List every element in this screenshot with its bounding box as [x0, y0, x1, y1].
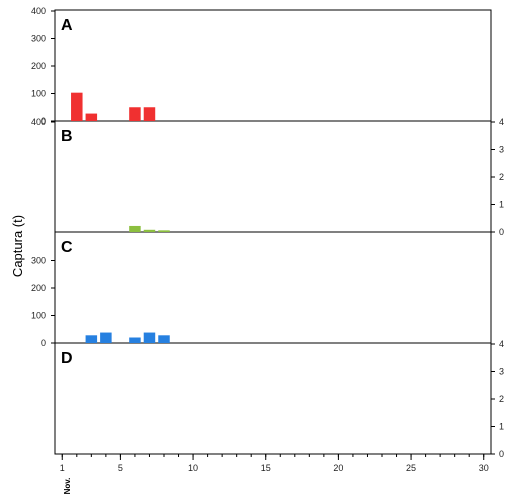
- panel-d-right-tick-label: 1: [499, 422, 504, 432]
- panel-a-left-tick-label: 400: [31, 6, 46, 16]
- panel-d-right-tick-label: 0: [499, 449, 504, 459]
- panel-d-letter: D: [61, 350, 73, 367]
- x-tick-label: 20: [333, 463, 343, 473]
- panel-b-bar: [129, 225, 141, 232]
- panel-d-right-tick-label: 3: [499, 367, 504, 377]
- panel-b-right-tick-label: 3: [499, 145, 504, 155]
- panel-b-left-tick-label: 400: [31, 117, 46, 127]
- panel-a-bar: [85, 113, 98, 121]
- panel-a-left-tick-label: 300: [31, 34, 46, 44]
- x-tick-label: 30: [479, 463, 489, 473]
- x-axis-note: Nov.: [63, 478, 72, 495]
- panel-c-letter: C: [61, 239, 73, 256]
- panel-c-bar: [158, 335, 170, 343]
- panel-b-bar: [143, 229, 156, 232]
- y-axis-label: Captura (t): [10, 215, 25, 277]
- panel-c-left-tick-label: 200: [31, 283, 46, 293]
- panel-d-right-tick-label: 2: [499, 394, 504, 404]
- panel-b-letter: B: [61, 128, 73, 145]
- panel-c-left-tick-label: 100: [31, 311, 46, 321]
- panel-a-left-tick-label: 0: [41, 116, 46, 126]
- panel-a-bar: [143, 107, 156, 121]
- panel-c-bar: [129, 337, 141, 343]
- x-tick-label: 5: [118, 463, 123, 473]
- x-tick-label: 1: [60, 463, 65, 473]
- panel-c-left-tick-label: 300: [31, 256, 46, 266]
- x-tick-label: 15: [261, 463, 271, 473]
- panel-b-bar: [158, 230, 170, 232]
- panel-c-bar: [100, 332, 112, 343]
- panel-d-right-tick-label: 4: [499, 339, 504, 349]
- panel-a-bar: [71, 92, 83, 121]
- x-tick-label: 25: [406, 463, 416, 473]
- panel-a-left-tick-label: 100: [31, 89, 46, 99]
- panel-c-bar: [85, 335, 98, 343]
- panel-b-right-tick-label: 0: [499, 227, 504, 237]
- x-tick-label: 10: [188, 463, 198, 473]
- panel-a-letter: A: [61, 17, 73, 34]
- panel-c-bar: [143, 332, 156, 343]
- panel-b-right-tick-label: 1: [499, 200, 504, 210]
- panel-b-right-tick-label: 4: [499, 117, 504, 127]
- panel-c-left-tick-label: 0: [41, 338, 46, 348]
- panel-a-left-tick-label: 200: [31, 61, 46, 71]
- panel-b-right-tick-label: 2: [499, 172, 504, 182]
- panel-a-bar: [129, 107, 141, 121]
